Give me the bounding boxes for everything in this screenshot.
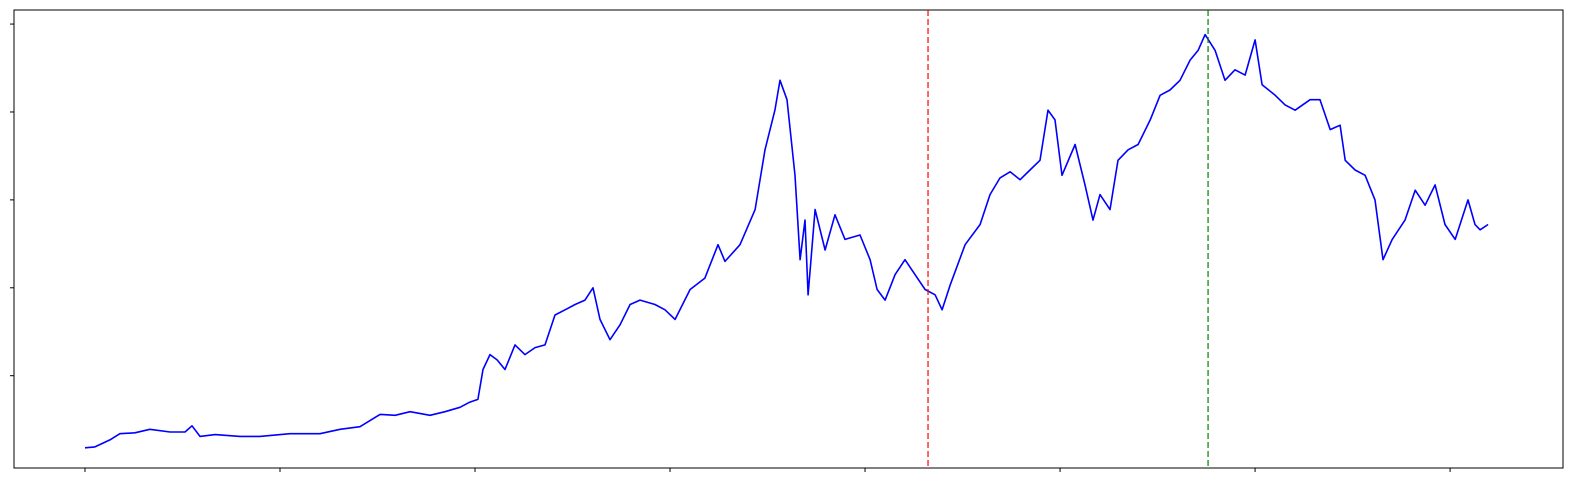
plot-frame (13, 9, 1564, 469)
data-line (84, 33, 1489, 449)
